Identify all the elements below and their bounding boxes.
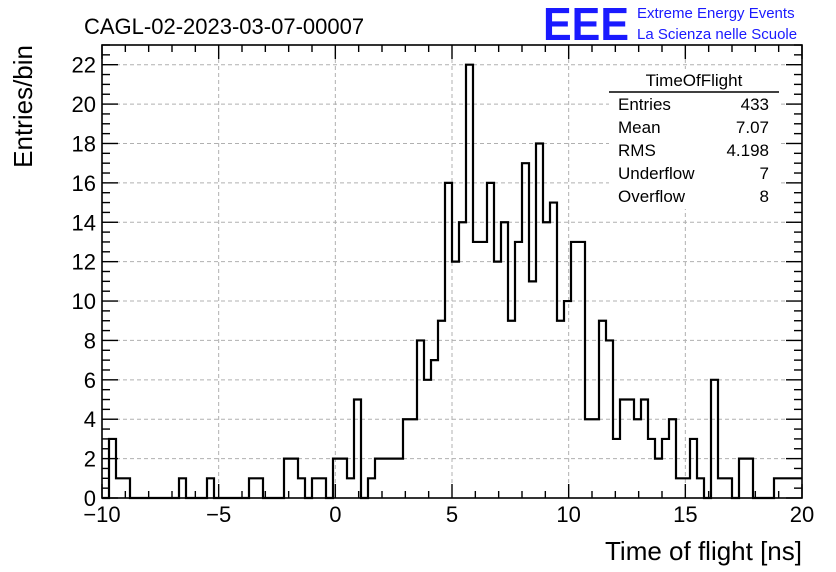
y-tick-label: 18 xyxy=(72,131,96,156)
x-tick-label: −5 xyxy=(206,502,231,527)
stat-value-underflow: 7 xyxy=(760,164,769,183)
y-tick-labels: 0 2 4 6 8 10 12 14 16 18 20 22 xyxy=(72,53,96,511)
stat-value-entries: 433 xyxy=(741,95,769,114)
x-tick-label: −10 xyxy=(83,502,120,527)
stats-box: TimeOfFlight Entries 433 Mean 7.07 RMS 4… xyxy=(609,69,779,209)
y-tick-label: 20 xyxy=(72,92,96,117)
stat-label-underflow: Underflow xyxy=(618,164,695,183)
x-tick-label: 0 xyxy=(329,502,341,527)
logo-line-1: Extreme Energy Events xyxy=(637,5,795,22)
x-tick-labels: −10 −5 0 5 10 15 20 xyxy=(83,502,814,527)
x-axis-title: Time of flight [ns] xyxy=(605,536,802,566)
chart-title: CAGL-02-2023-03-07-00007 xyxy=(84,14,364,39)
y-tick-label: 10 xyxy=(72,289,96,314)
stats-title: TimeOfFlight xyxy=(646,71,743,90)
y-tick-label: 22 xyxy=(72,53,96,78)
stat-label-overflow: Overflow xyxy=(618,187,686,206)
x-tick-label: 15 xyxy=(673,502,697,527)
logo-line-2: La Scienza nelle Scuole xyxy=(637,26,797,43)
stat-value-overflow: 8 xyxy=(760,187,769,206)
x-tick-label: 10 xyxy=(556,502,580,527)
y-tick-label: 2 xyxy=(84,447,96,472)
y-tick-label: 8 xyxy=(84,328,96,353)
y-axis-title: Entries/bin xyxy=(8,45,38,168)
axis-ticks xyxy=(101,44,803,499)
y-tick-label: 16 xyxy=(72,171,96,196)
stat-value-rms: 4.198 xyxy=(726,141,769,160)
x-tick-label: 20 xyxy=(790,502,814,527)
y-tick-label: 12 xyxy=(72,250,96,275)
y-tick-label: 4 xyxy=(84,407,96,432)
y-tick-label: 0 xyxy=(84,486,96,511)
y-tick-label: 6 xyxy=(84,368,96,393)
stat-value-mean: 7.07 xyxy=(736,118,769,137)
logo-mark: EEE xyxy=(543,0,629,50)
y-tick-label: 14 xyxy=(72,210,96,235)
eee-logo: EEE Extreme Energy Events La Scienza nel… xyxy=(543,0,797,50)
stat-label-rms: RMS xyxy=(618,141,656,160)
x-tick-label: 5 xyxy=(446,502,458,527)
stat-label-mean: Mean xyxy=(618,118,661,137)
stat-label-entries: Entries xyxy=(618,95,671,114)
